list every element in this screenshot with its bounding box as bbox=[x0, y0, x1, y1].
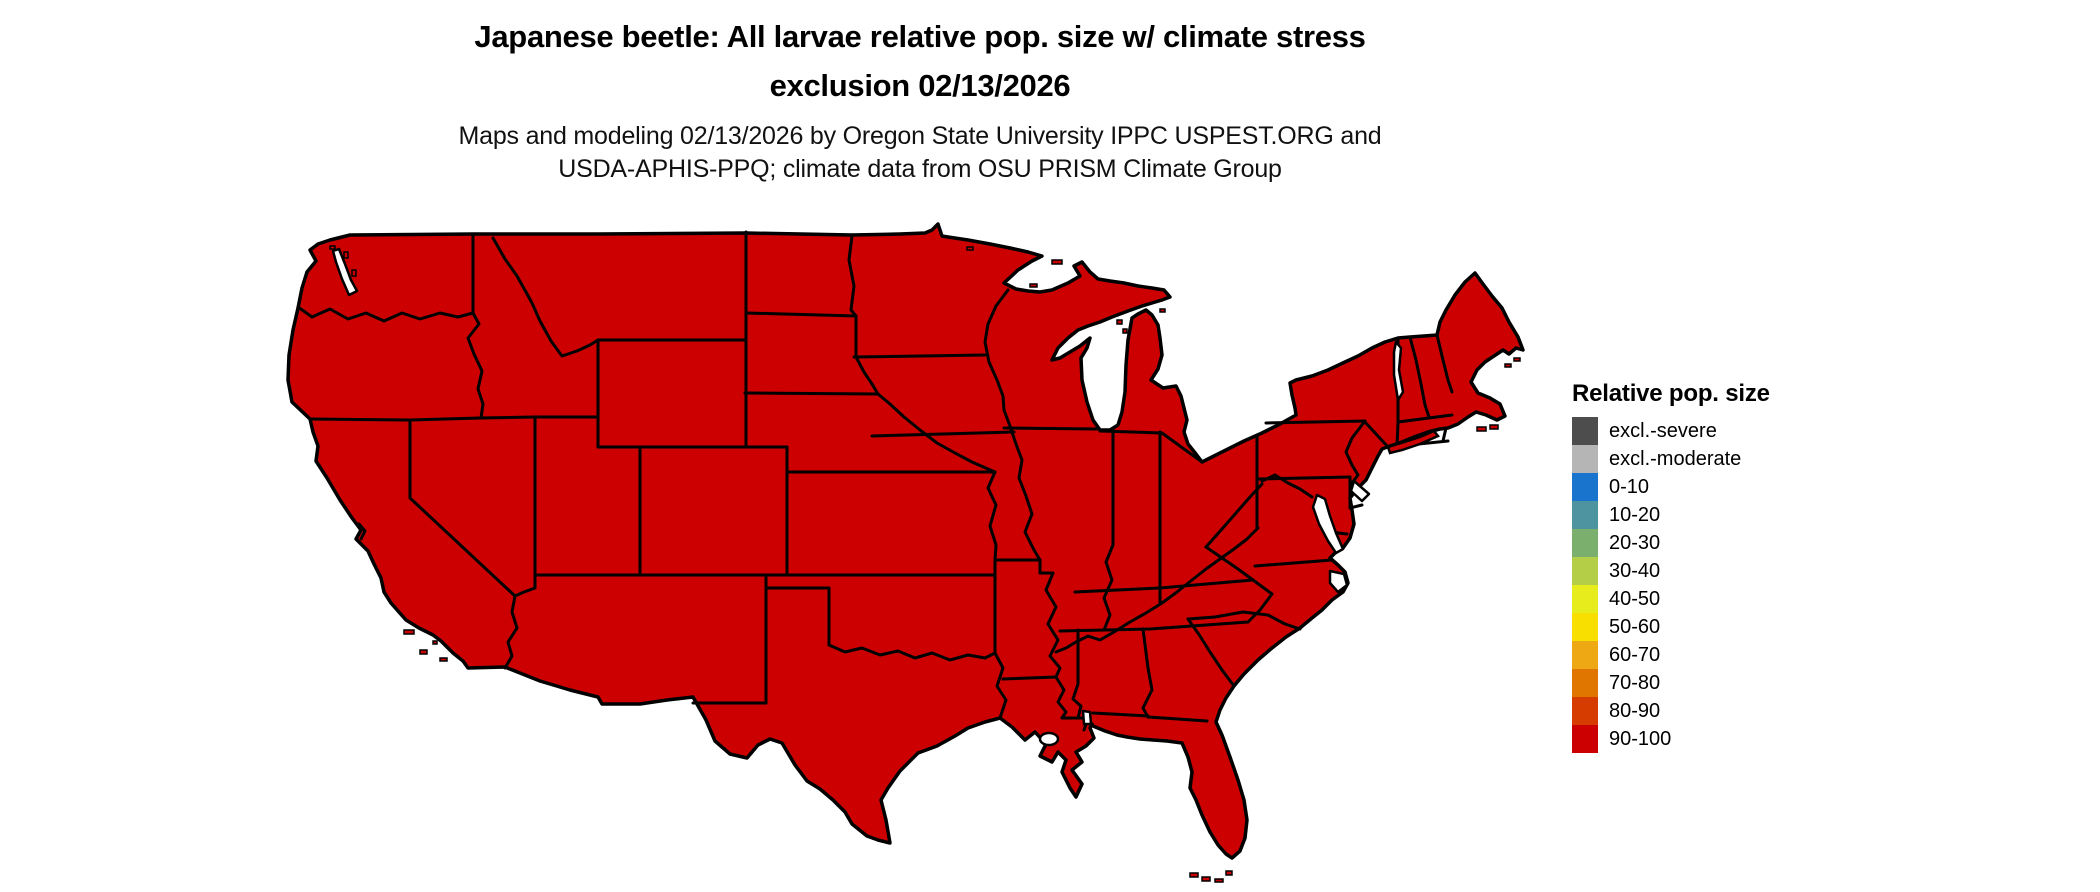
legend-label: 70-80 bbox=[1609, 671, 1661, 694]
state-borders bbox=[296, 230, 1454, 732]
legend-row-10-20: 10-20 bbox=[1572, 501, 1872, 529]
legend-swatch-90-100 bbox=[1572, 725, 1598, 753]
mobile-bay bbox=[1081, 709, 1093, 726]
legend-label: 20-30 bbox=[1609, 531, 1661, 554]
puget-sound bbox=[331, 247, 359, 297]
legend-label: 80-90 bbox=[1609, 699, 1661, 722]
lake-champlain bbox=[1392, 340, 1405, 402]
legend-swatch-70-80 bbox=[1572, 669, 1598, 697]
legend-swatch-50-60 bbox=[1572, 613, 1598, 641]
legend-title: Relative pop. size bbox=[1572, 380, 1770, 407]
legend-label: 50-60 bbox=[1609, 615, 1661, 638]
legend-row-50-60: 50-60 bbox=[1572, 613, 1872, 641]
legend: Relative pop. size excl.-severe excl.-mod… bbox=[1572, 380, 1872, 753]
legend-swatch-30-40 bbox=[1572, 557, 1598, 585]
legend-swatch-excl.-moderate bbox=[1572, 445, 1598, 473]
legend-label: 10-20 bbox=[1609, 503, 1661, 526]
map-subtitle-line1: Maps and modeling 02/13/2026 by Oregon S… bbox=[458, 122, 1382, 150]
legend-row-0-10: 0-10 bbox=[1572, 473, 1872, 501]
legend-label: 90-100 bbox=[1609, 727, 1672, 750]
delaware-bay bbox=[1349, 479, 1371, 503]
chesapeake-bay bbox=[1311, 493, 1345, 555]
legend-row-excl.-moderate: excl.-moderate bbox=[1572, 445, 1872, 473]
long-island bbox=[1386, 429, 1440, 455]
legend-items: excl.-severe excl.-moderate 0-10 10-20 20-30… bbox=[1572, 417, 1872, 753]
legend-row-90-100: 90-100 bbox=[1572, 725, 1872, 753]
legend-swatch-excl.-severe bbox=[1572, 417, 1598, 445]
map-title-line2: exclusion 02/13/2026 bbox=[769, 68, 1071, 103]
map-subtitle-line2: USDA-APHIS-PPQ; climate data from OSU PR… bbox=[558, 155, 1282, 183]
legend-swatch-10-20 bbox=[1572, 501, 1598, 529]
islands bbox=[329, 245, 1521, 883]
legend-label: 30-40 bbox=[1609, 559, 1661, 582]
legend-label: 0-10 bbox=[1609, 475, 1650, 498]
legend-row-20-30: 20-30 bbox=[1572, 529, 1872, 557]
legend-label: 40-50 bbox=[1609, 587, 1661, 610]
legend-swatch-40-50 bbox=[1572, 585, 1598, 613]
legend-row-60-70: 60-70 bbox=[1572, 641, 1872, 669]
legend-row-30-40: 30-40 bbox=[1572, 557, 1872, 585]
legend-label: excl.-moderate bbox=[1609, 447, 1742, 470]
legend-swatch-60-70 bbox=[1572, 641, 1598, 669]
legend-swatch-80-90 bbox=[1572, 697, 1598, 725]
legend-label: 60-70 bbox=[1609, 643, 1661, 666]
map-title-line1: Japanese beetle: All larvae relative pop… bbox=[474, 19, 1366, 54]
legend-row-excl.-severe: excl.-severe bbox=[1572, 417, 1872, 445]
legend-row-80-90: 80-90 bbox=[1572, 697, 1872, 725]
legend-row-70-80: 70-80 bbox=[1572, 669, 1872, 697]
legend-row-40-50: 40-50 bbox=[1572, 585, 1872, 613]
map-subtitle: Maps and modeling 02/13/2026 by Oregon S… bbox=[0, 120, 1840, 186]
lake-pontchartrain bbox=[1038, 731, 1060, 747]
header: Japanese beetle: All larvae relative pop… bbox=[0, 12, 1840, 186]
water-bodies bbox=[331, 247, 1405, 747]
legend-label: excl.-severe bbox=[1609, 419, 1717, 442]
legend-swatch-0-10 bbox=[1572, 473, 1598, 501]
pamlico-sound bbox=[1328, 569, 1349, 594]
legend-swatch-20-30 bbox=[1572, 529, 1598, 557]
